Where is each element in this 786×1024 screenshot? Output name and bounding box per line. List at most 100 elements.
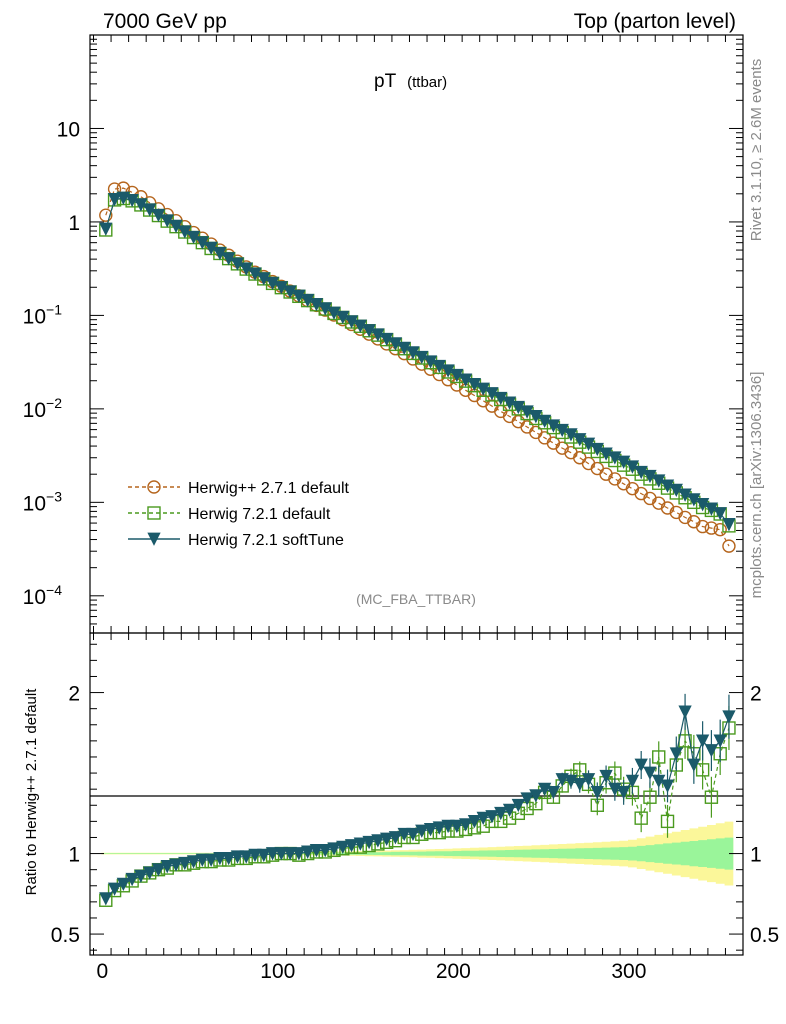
data-point-soft <box>520 405 534 419</box>
data-point-herwigpp <box>722 539 736 553</box>
ratio-y-tick-label-left: 1 <box>68 844 80 867</box>
legend-label: Herwig++ 2.7.1 default <box>188 480 350 497</box>
ratio-point-soft <box>380 832 394 846</box>
data-point-herwigpp <box>660 501 675 515</box>
main-y-tick-labels: 10 1 10−1 10−2 10−3 10−4 <box>23 118 80 608</box>
data-point-herwigpp <box>704 521 719 535</box>
main-y-tick-label: 1 <box>68 212 80 235</box>
ratio-point-soft <box>371 834 385 848</box>
chart-title: pT (ttbar) <box>374 71 447 92</box>
ratio-point-soft <box>292 847 306 861</box>
ratio-point-soft <box>388 831 403 845</box>
ratio-point-soft <box>195 853 209 867</box>
data-point-soft <box>423 355 438 369</box>
data-point-soft <box>292 289 306 303</box>
data-point-soft <box>678 488 692 502</box>
ratio-point-soft <box>213 852 227 866</box>
main-axis-ticks <box>90 34 744 634</box>
ratio-point-soft <box>239 850 253 864</box>
data-point-soft <box>713 507 727 521</box>
ratio-point-soft <box>476 811 490 826</box>
ratio-point-soft <box>520 792 534 806</box>
ratio-axis-ticks <box>90 633 744 955</box>
ratio-point-soft <box>529 789 543 803</box>
analysis-watermark: (MC_FBA_TTBAR) <box>356 591 476 607</box>
ratio-point-soft <box>415 824 429 838</box>
ratio-y-axis-label: Ratio to Herwig++ 2.7.1 default <box>23 688 40 896</box>
data-point-soft <box>722 518 736 532</box>
ratio-y-tick-label-left: 2 <box>68 683 80 706</box>
ratio-y-tick-label-right: 0.5 <box>750 924 779 947</box>
ratio-point-soft <box>625 774 640 789</box>
ratio-point-soft <box>265 847 280 861</box>
ratio-point-soft <box>125 872 139 887</box>
data-point-soft <box>704 502 719 516</box>
legend-label: Herwig 7.2.1 default <box>188 506 331 523</box>
rivet-label: Rivet 3.1.10, ≥ 2.6M events <box>748 59 765 242</box>
legend-marker <box>147 506 161 520</box>
ratio-point-soft <box>678 705 692 719</box>
ratio-point-soft <box>406 827 420 842</box>
data-point-soft <box>125 193 139 208</box>
ratio-point-soft <box>713 734 727 748</box>
ratio-point-h721 <box>695 763 710 777</box>
data-point-herwigpp <box>590 461 605 476</box>
data-point-soft <box>634 465 648 480</box>
ratio-point-soft <box>257 848 271 863</box>
ratio-point-soft <box>318 843 332 858</box>
ratio-point-soft <box>704 744 719 758</box>
ratio-point-soft <box>186 855 201 869</box>
main-y-tick-label: 10−4 <box>23 582 63 609</box>
ratio-point-soft <box>107 882 122 896</box>
data-point-soft <box>573 433 587 447</box>
data-point-soft <box>380 332 394 347</box>
ratio-point-soft <box>467 814 482 829</box>
data-point-soft <box>362 324 376 338</box>
ratio-point-soft <box>344 839 359 853</box>
ratio-point-soft <box>441 819 455 834</box>
ratio-point-soft <box>169 858 183 872</box>
x-tick-label: 300 <box>611 960 646 983</box>
data-point-soft <box>555 423 569 438</box>
ratio-series-h721 <box>99 705 736 907</box>
data-point-soft <box>397 341 411 356</box>
main-panel: 10 1 10−1 10−2 10−3 10−4 pT (ttbar) (MC_FBA_T… <box>23 34 744 634</box>
ratio-point-soft <box>555 773 569 787</box>
header-left: 7000 GeV pp <box>103 10 227 33</box>
ratio-point-soft <box>581 773 596 787</box>
ratio-series <box>99 693 736 907</box>
ratio-point-h721 <box>634 811 648 825</box>
data-point-soft <box>265 276 280 291</box>
data-point-herwigpp <box>713 522 727 537</box>
ratio-point-soft <box>423 823 438 837</box>
ratio-point-soft <box>459 818 473 832</box>
ratio-point-soft <box>160 860 174 874</box>
ratio-point-soft <box>178 856 192 871</box>
ratio-point-soft <box>222 852 236 866</box>
ratio-point-soft <box>397 827 411 842</box>
ratio-point-h721 <box>643 790 657 804</box>
ratio-point-soft <box>143 866 157 880</box>
data-point-soft <box>599 447 613 461</box>
ratio-panel: 0.5 0.5 1 1 2 2 0 100 200 300 Ratio to Herwig++ 2… <box>23 632 779 983</box>
main-y-tick-label: 10−1 <box>23 301 63 328</box>
data-point-soft <box>336 310 350 325</box>
ratio-point-soft <box>546 785 561 800</box>
ratio-point-soft <box>336 840 350 855</box>
ratio-y-tick-label-right: 2 <box>750 683 762 706</box>
data-point-herwigpp <box>625 481 640 496</box>
legend: Herwig++ 2.7.1 default Herwig 7.2.1 defau… <box>128 480 350 549</box>
data-point-soft <box>318 302 332 316</box>
chart-title-main: pT <box>374 71 397 92</box>
mcplots-label: mcplots.cern.ch [arXiv:1306.3436] <box>748 372 765 599</box>
data-point-soft <box>301 293 315 308</box>
main-y-tick-label: 10−2 <box>23 395 63 422</box>
data-point-soft <box>537 414 552 428</box>
data-point-soft <box>660 479 675 493</box>
data-point-soft <box>511 400 525 415</box>
ratio-point-soft <box>616 785 631 800</box>
ratio-point-h721 <box>652 750 666 764</box>
ratio-point-soft <box>722 710 736 724</box>
data-point-soft <box>353 319 367 333</box>
